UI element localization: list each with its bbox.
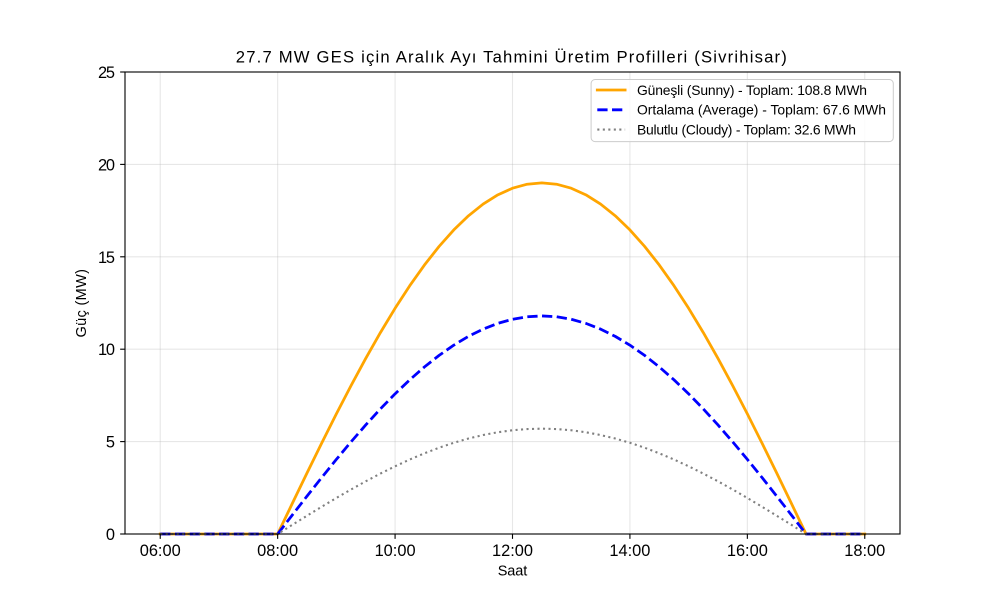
svg-text:Saat: Saat (498, 564, 528, 580)
svg-text:18:00: 18:00 (844, 542, 885, 560)
svg-text:0: 0 (106, 526, 115, 544)
svg-text:10: 10 (98, 341, 115, 359)
svg-text:14:00: 14:00 (609, 542, 650, 560)
svg-text:20: 20 (98, 156, 115, 174)
svg-text:Ortalama (Average) - Toplam: 6: Ortalama (Average) - Toplam: 67.6 MWh (637, 102, 886, 118)
svg-text:06:00: 06:00 (140, 542, 181, 560)
svg-text:16:00: 16:00 (727, 542, 768, 560)
svg-text:Güç (MW): Güç (MW) (74, 269, 90, 338)
svg-text:27.7 MW GES için Aralık Ayı Ta: 27.7 MW GES için Aralık Ayı Tahmini Üret… (236, 47, 787, 66)
svg-text:15: 15 (98, 249, 115, 267)
svg-text:12:00: 12:00 (492, 542, 533, 560)
svg-text:5: 5 (106, 434, 115, 452)
svg-text:Bulutlu (Cloudy) - Toplam: 32.: Bulutlu (Cloudy) - Toplam: 32.6 MWh (637, 122, 856, 138)
svg-text:Güneşli (Sunny) - Toplam: 108.: Güneşli (Sunny) - Toplam: 108.8 MWh (637, 82, 867, 98)
svg-text:08:00: 08:00 (257, 542, 298, 560)
svg-text:10:00: 10:00 (375, 542, 416, 560)
svg-text:25: 25 (98, 64, 115, 82)
